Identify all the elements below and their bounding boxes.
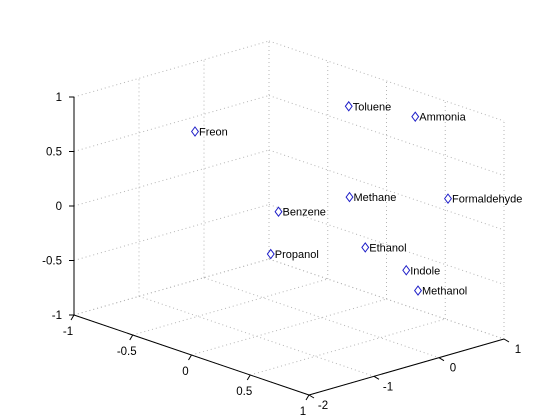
point-label: Ethanol: [369, 242, 406, 254]
point-label: Toluene: [353, 101, 392, 113]
point-marker: [345, 191, 354, 203]
x-tick-label: 0: [182, 366, 188, 378]
point-marker: [414, 285, 422, 296]
z-tick-label: -0.5: [42, 256, 62, 268]
point-label: Indole: [410, 265, 440, 277]
y-axis-line: [308, 338, 505, 396]
x-tick-mark: [246, 374, 251, 381]
grid-line: [138, 295, 375, 377]
x-tick-mark: [188, 354, 192, 361]
data-point: Freon: [191, 126, 228, 139]
grid-line: [250, 318, 446, 376]
point-marker: [344, 100, 353, 112]
x-tick-mark: [129, 334, 134, 341]
grid-line: [191, 298, 387, 356]
y-tick-mark: [438, 357, 445, 362]
y-tick-label: -2: [318, 400, 328, 412]
z-tick-label: 0: [56, 201, 62, 213]
axis-layer: [69, 96, 510, 401]
grid-line: [268, 258, 505, 340]
x-tick-mark: [70, 314, 75, 321]
grid-line: [73, 95, 270, 152]
x-tick-label: -1: [63, 326, 73, 338]
data-point: Toluene: [344, 100, 392, 113]
point-marker: [402, 264, 411, 276]
grid-line: [73, 149, 270, 207]
data-points: Freon Toluene Ammonia Methane Formaldehyde Be…: [191, 100, 522, 298]
data-point: Methane: [345, 191, 397, 204]
z-tick-label: 0.5: [46, 147, 62, 159]
point-label: Ammonia: [419, 112, 466, 124]
grid-line: [73, 40, 270, 98]
grid-line: [203, 277, 440, 359]
point-marker: [274, 206, 283, 218]
grid-line: [268, 149, 505, 231]
z-tick-label: 1: [56, 92, 62, 104]
data-point: Formaldehyde: [444, 193, 522, 206]
x-tick-label: 1: [300, 406, 306, 418]
point-label: Methane: [354, 192, 397, 204]
grid-line: [73, 204, 270, 261]
grid-line: [268, 40, 505, 122]
point-marker: [411, 111, 420, 122]
y-tick-label: 1: [515, 344, 521, 356]
data-point: Propanol: [266, 248, 319, 261]
y-tick-label: -1: [383, 381, 393, 393]
data-point: Ethanol: [361, 242, 407, 254]
point-label: Formaldehyde: [452, 194, 522, 206]
point-marker: [361, 242, 370, 253]
y-tick-label: 0: [450, 363, 456, 375]
data-point: Ammonia: [411, 111, 467, 124]
tick-labels: -1 -0.5 0 0.5 1 -2 -1 0 1 -1 -0.5 0 0.5 1: [42, 92, 521, 418]
x-tick-label: 0.5: [236, 386, 252, 398]
y-tick-mark: [308, 394, 315, 399]
y-tick-mark: [503, 338, 510, 343]
grid-line: [268, 204, 505, 285]
point-marker: [266, 248, 275, 260]
data-point: Benzene: [274, 206, 326, 219]
grid-line: [132, 278, 328, 336]
data-point: Indole: [402, 264, 440, 277]
grid-line: [268, 95, 505, 176]
point-label: Freon: [199, 127, 228, 139]
y-tick-mark: [373, 375, 380, 380]
point-marker: [191, 126, 199, 137]
point-marker: [444, 193, 452, 204]
point-label: Methanol: [422, 286, 467, 298]
z-tick-label: -1: [52, 310, 62, 322]
data-point: Methanol: [414, 285, 467, 298]
grid-layer: [73, 40, 505, 396]
x-tick-mark: [305, 394, 310, 401]
grid-line: [73, 258, 270, 316]
x-tick-label: -0.5: [117, 346, 137, 358]
point-label: Propanol: [275, 249, 319, 261]
point-label: Benzene: [283, 207, 326, 219]
